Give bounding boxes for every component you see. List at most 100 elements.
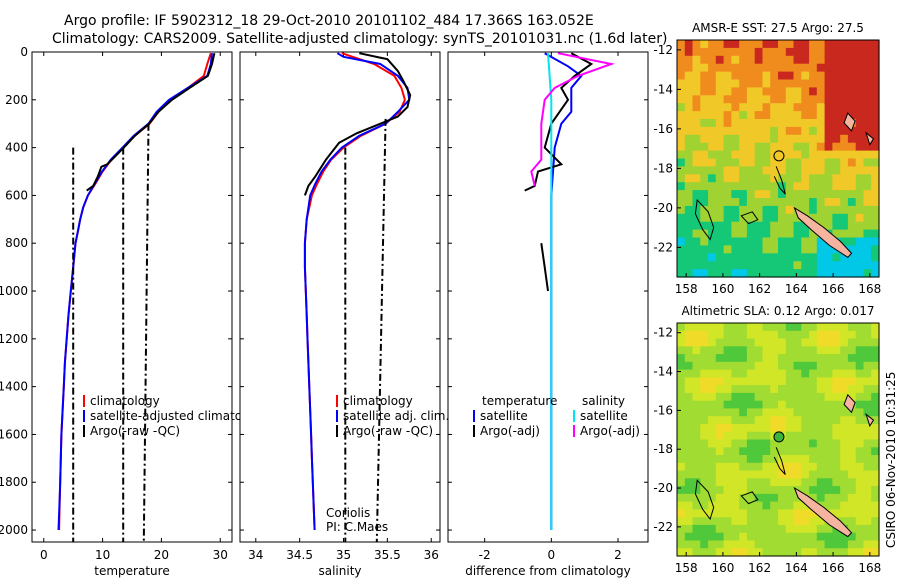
map-cell [677, 182, 686, 191]
map-cell [746, 47, 756, 57]
map-cell [871, 478, 880, 487]
map-cell [871, 392, 880, 402]
map-cell [731, 166, 740, 175]
map-cell [739, 269, 748, 278]
map-cell [855, 524, 865, 534]
map-cell [731, 103, 740, 112]
map-cell [677, 71, 686, 81]
map-cell [770, 501, 779, 510]
map-cell [731, 205, 740, 215]
map-cell [692, 330, 701, 340]
map-cell [739, 205, 748, 215]
map-cell [847, 221, 857, 231]
map-cell [863, 150, 872, 160]
map-cell [793, 221, 802, 231]
map-cell [809, 245, 818, 254]
map-cell [700, 158, 709, 167]
map-cell [840, 40, 849, 49]
series-line-satellite-adjusted-climatology [57, 53, 213, 531]
map-cell [684, 323, 694, 332]
map-cell [809, 205, 818, 215]
map-cell [692, 245, 701, 254]
map-cell [847, 253, 857, 262]
map-cell [801, 126, 810, 136]
map-cell [855, 431, 865, 441]
map-cell [762, 158, 771, 167]
map-cell [746, 346, 756, 355]
map-cell [855, 346, 865, 355]
map-cell [824, 524, 833, 534]
map-cell [785, 213, 795, 223]
map-cell [677, 369, 686, 378]
map-cell [731, 174, 740, 183]
map-cell [700, 190, 709, 199]
map-cell [723, 354, 732, 363]
map-cell [855, 501, 865, 510]
map-cell [715, 111, 725, 120]
map-cell [708, 501, 717, 510]
map-cell [785, 198, 795, 207]
map-cell [684, 346, 694, 355]
map-cell [778, 55, 787, 65]
map-cell [754, 142, 764, 152]
map-cell [754, 323, 764, 332]
x-tick-label: 166 [822, 282, 845, 296]
map-cell [677, 158, 686, 167]
map-cell [746, 221, 756, 231]
map-cell [824, 532, 833, 542]
map-cell [754, 532, 764, 542]
map-cell [739, 229, 748, 239]
map-cell [832, 40, 841, 49]
map-cell [746, 213, 756, 223]
map-cell [700, 95, 709, 104]
map-cell [816, 47, 826, 57]
map-cell [677, 79, 686, 88]
map-cell [692, 213, 701, 223]
map-cell [832, 447, 841, 456]
map-cell [809, 134, 818, 144]
map-cell [801, 431, 810, 441]
map-cell [739, 517, 748, 526]
map-cell [677, 462, 686, 472]
map-cell [778, 103, 787, 112]
map-cell [731, 63, 740, 73]
map-cell [863, 524, 872, 534]
map-cell [731, 361, 740, 371]
map-cell [754, 229, 764, 239]
map-cell [863, 455, 872, 464]
map-cell [723, 478, 732, 487]
map-cell [700, 447, 709, 456]
map-cell [723, 237, 732, 246]
reef-outline [773, 447, 786, 475]
map-cell [793, 142, 802, 152]
map-cell [832, 330, 841, 340]
map-cell [847, 424, 857, 433]
map-cell [871, 462, 880, 472]
map-cell [871, 323, 880, 332]
map-cell [723, 166, 732, 175]
map-cell [871, 237, 880, 246]
map-cell [785, 361, 795, 371]
reef-outline [694, 198, 715, 241]
map-cell [801, 119, 810, 128]
map-cell [692, 509, 701, 518]
map-cell [809, 524, 818, 534]
map-cell [793, 71, 802, 81]
map-cell [816, 338, 826, 347]
map-cell [731, 486, 740, 495]
map-cell [824, 119, 833, 128]
map-cell [855, 354, 865, 363]
map-cell [770, 338, 779, 347]
map-cell [801, 330, 810, 340]
map-cell [731, 416, 740, 425]
map-cell [692, 174, 701, 183]
land-new-caledonia [793, 486, 853, 538]
map-cell [809, 416, 818, 425]
map-cell [700, 253, 709, 262]
map-cell [840, 111, 849, 120]
map-cell [793, 346, 802, 355]
map-cell [700, 245, 709, 254]
map-cell [824, 95, 833, 104]
map-cell [832, 79, 841, 88]
map-cell [739, 166, 748, 175]
